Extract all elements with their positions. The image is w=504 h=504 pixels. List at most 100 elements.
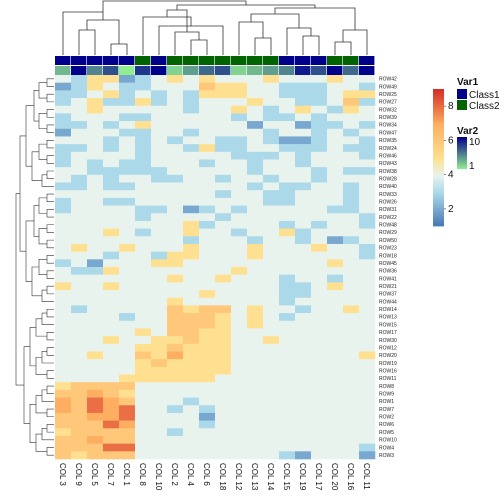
heatmap-cell bbox=[231, 336, 248, 345]
heatmap-cell bbox=[231, 197, 248, 206]
heatmap-cell bbox=[119, 220, 136, 229]
colorbar-segment bbox=[433, 214, 444, 218]
heatmap-cell bbox=[71, 274, 88, 283]
heatmap-cell bbox=[359, 435, 376, 444]
heatmap-cell bbox=[103, 366, 120, 375]
heatmap-cell bbox=[151, 405, 168, 414]
heatmap-cell bbox=[151, 389, 168, 398]
colorbar-segment bbox=[433, 89, 444, 92]
heatmap-cell bbox=[151, 435, 168, 444]
var1-legend-label-class2: Class2 bbox=[469, 101, 500, 112]
heatmap-cell bbox=[151, 412, 168, 421]
heatmap-cell bbox=[183, 382, 200, 391]
heatmap-cell bbox=[295, 366, 312, 375]
dendrogram-branch bbox=[166, 9, 188, 32]
heatmap-cell bbox=[119, 405, 136, 414]
heatmap-cell bbox=[279, 320, 296, 329]
heatmap-cell bbox=[231, 366, 248, 375]
row-label: ROW38 bbox=[379, 169, 397, 175]
heatmap-cell bbox=[87, 282, 104, 291]
heatmap-cell bbox=[135, 351, 152, 360]
heatmap-cell bbox=[119, 144, 136, 153]
heatmap-cell bbox=[231, 259, 248, 268]
heatmap-cell bbox=[87, 228, 104, 237]
var2-cell bbox=[103, 66, 119, 75]
heatmap-cell bbox=[183, 267, 200, 275]
heatmap-cell bbox=[119, 121, 136, 130]
heatmap-cell bbox=[295, 228, 312, 237]
heatmap-cell bbox=[247, 213, 264, 222]
var2-cell bbox=[199, 66, 215, 75]
heatmap-cell bbox=[55, 98, 72, 107]
heatmap-cell bbox=[71, 297, 88, 306]
column-label: COL 14 bbox=[266, 463, 275, 491]
var1-cell bbox=[135, 56, 151, 65]
heatmap-cell bbox=[199, 151, 216, 160]
colorbar-segment bbox=[433, 187, 444, 190]
row-label: ROW44 bbox=[379, 299, 397, 305]
heatmap-cell bbox=[87, 205, 104, 214]
heatmap-cell bbox=[71, 213, 88, 222]
heatmap-cell bbox=[231, 320, 248, 329]
heatmap-cell bbox=[151, 305, 168, 314]
row-label: ROW33 bbox=[379, 192, 397, 198]
heatmap-cell bbox=[199, 98, 216, 107]
heatmap-cell bbox=[103, 205, 120, 214]
heatmap-cell bbox=[71, 128, 88, 137]
dendrogram-branch bbox=[142, 16, 192, 55]
heatmap-cell bbox=[151, 397, 168, 406]
heatmap-cell bbox=[215, 236, 232, 245]
heatmap-cell bbox=[103, 243, 120, 252]
heatmap-cell bbox=[119, 128, 136, 137]
heatmap-cell bbox=[119, 290, 136, 299]
heatmap-cell bbox=[119, 243, 136, 252]
column-label: COL 9 bbox=[74, 463, 83, 486]
heatmap-cell bbox=[311, 382, 328, 391]
heatmap-cell bbox=[199, 236, 216, 245]
heatmap-cell bbox=[103, 182, 120, 191]
heatmap-cell bbox=[183, 228, 200, 237]
heatmap-cell bbox=[247, 320, 264, 329]
heatmap-cell bbox=[263, 290, 280, 299]
heatmap-cell bbox=[295, 351, 312, 360]
heatmap-cell bbox=[311, 105, 328, 114]
heatmap-cell bbox=[231, 151, 248, 160]
heatmap-cell bbox=[263, 220, 280, 229]
heatmap-cell bbox=[327, 136, 344, 145]
heatmap-cell bbox=[87, 98, 104, 107]
heatmap-cell bbox=[359, 382, 376, 391]
heatmap-cell bbox=[359, 82, 376, 91]
heatmap-cell bbox=[199, 282, 216, 291]
heatmap-cell bbox=[311, 420, 328, 429]
heatmap-cell bbox=[343, 105, 360, 114]
heatmap-cell bbox=[199, 167, 216, 176]
heatmap-cell bbox=[199, 359, 216, 368]
heatmap-cell bbox=[231, 305, 248, 314]
heatmap-cell bbox=[247, 290, 264, 299]
var2-annotation-bar bbox=[55, 66, 375, 75]
heatmap-cell bbox=[359, 297, 376, 306]
heatmap-cell bbox=[119, 428, 136, 437]
heatmap-cell bbox=[183, 359, 200, 368]
colorbar-segment bbox=[433, 184, 444, 188]
heatmap-cell bbox=[295, 420, 312, 429]
row-label: ROW40 bbox=[379, 184, 397, 190]
heatmap-cell bbox=[151, 366, 168, 375]
dendrogram-branch bbox=[38, 197, 47, 214]
var1-annotation-bar bbox=[55, 56, 375, 65]
heatmap-cell bbox=[167, 267, 184, 275]
heatmap-cell bbox=[247, 243, 264, 252]
dendrogram-branch bbox=[46, 93, 54, 103]
heatmap-cell bbox=[183, 82, 200, 91]
heatmap-cell bbox=[103, 374, 120, 383]
heatmap-cell bbox=[87, 328, 104, 337]
heatmap-cell bbox=[55, 274, 72, 283]
dendrogram-branch bbox=[250, 13, 300, 28]
heatmap-cell bbox=[183, 220, 200, 229]
heatmap-cell bbox=[71, 359, 88, 368]
heatmap-cell bbox=[231, 435, 248, 444]
heatmap-cell bbox=[135, 105, 152, 114]
heatmap-cell bbox=[103, 75, 120, 83]
heatmap-cell bbox=[263, 243, 280, 252]
heatmap-cell bbox=[247, 121, 264, 130]
